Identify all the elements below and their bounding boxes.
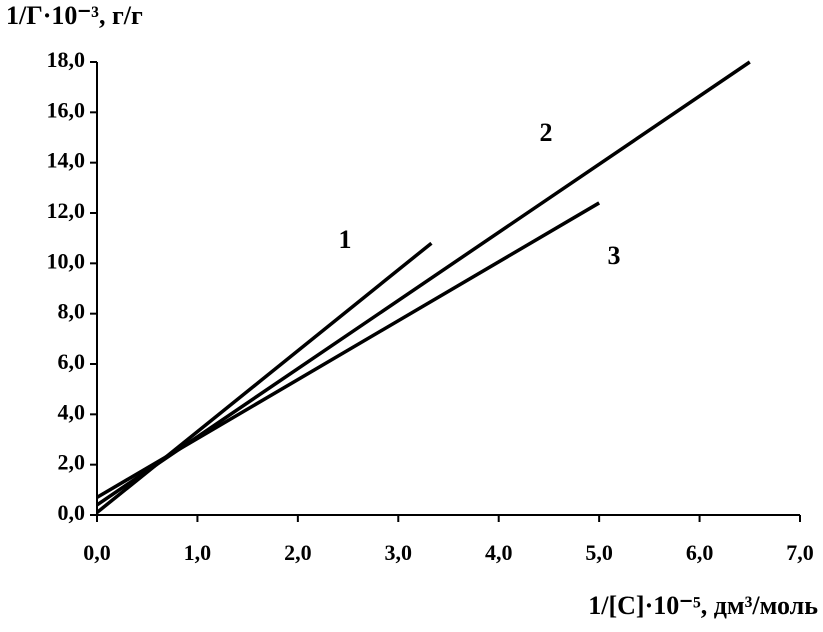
y-tick-label: 10,0 <box>47 248 86 273</box>
series-label: 3 <box>608 241 621 270</box>
x-tick-label: 6,0 <box>686 540 714 565</box>
series-label: 2 <box>540 118 553 147</box>
y-tick-label: 2,0 <box>58 450 86 475</box>
y-tick-label: 18,0 <box>47 47 86 72</box>
y-tick-label: 0,0 <box>58 500 86 525</box>
y-tick-label: 6,0 <box>58 349 86 374</box>
series-line <box>96 60 751 507</box>
x-tick-label: 3,0 <box>385 540 413 565</box>
x-tick-label: 5,0 <box>585 540 613 565</box>
x-tick-label: 0,0 <box>83 540 111 565</box>
y-tick-label: 12,0 <box>47 198 86 223</box>
series-line <box>96 201 601 499</box>
x-tick-label: 7,0 <box>786 540 814 565</box>
x-tick-label: 4,0 <box>485 540 513 565</box>
y-tick-label: 16,0 <box>47 97 86 122</box>
x-tick-label: 1,0 <box>184 540 212 565</box>
x-axis-title: 1/[C]·10⁻⁵, дм³/моль <box>588 591 818 620</box>
y-tick-label: 8,0 <box>58 299 86 324</box>
y-tick-label: 4,0 <box>58 399 86 424</box>
y-axis-title: 1/Г·10⁻³, г/г <box>6 1 143 30</box>
x-tick-label: 2,0 <box>284 540 312 565</box>
y-tick-label: 14,0 <box>47 148 86 173</box>
series-label: 1 <box>339 225 352 254</box>
